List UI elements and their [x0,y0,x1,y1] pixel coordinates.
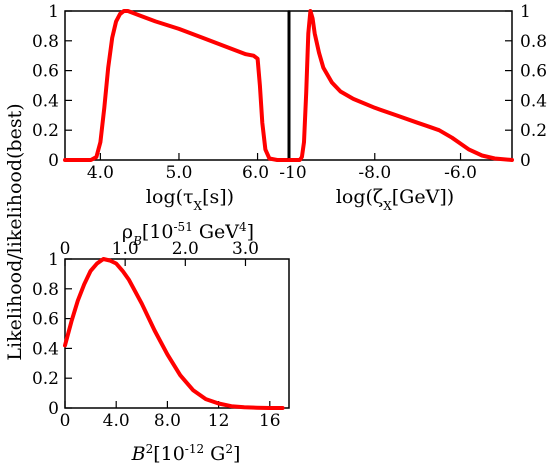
x-tick-label: 5.0 [165,163,192,183]
panel-b2-plot: 00.20.40.60.810 4.0 8.0 12 160 1.0 2.0 3.0 [32,239,290,431]
x-tick-label: -6.0 [444,163,477,183]
y-tick-label: 1 [520,2,531,22]
x-tick-label: 4.0 [103,411,130,431]
y-tick-label: 0.2 [32,121,59,141]
plot-frame [64,258,290,409]
y-tick-label: 0.2 [32,369,59,389]
b2-x-axis-title: B2[10-12 G2] [131,442,241,465]
x-tick-label: 6.0 [242,163,269,183]
y-tick-label: 0.6 [32,310,59,330]
y-tick-label: 0 [520,151,531,171]
x-tick-label: 16 [259,411,281,431]
x-tick-label: 0 [60,411,71,431]
x-tick-label: 12 [208,411,230,431]
panel-tau-plot: 0 0.2 0.4 0.6 0.8 1 4.0 5.0 6.0 [32,2,291,183]
y-tick-label: 0.4 [32,339,59,359]
plot-frame [288,10,513,161]
top-x-tick-label: 2.0 [172,239,199,259]
y-tick-label: 0.8 [520,32,547,52]
y-axis-title: Likelihood/likelihood(best) [4,103,26,360]
likelihood-curve [63,9,291,162]
y-tick-label: 0.6 [520,62,547,82]
y-tick-label: 0.4 [32,91,59,111]
y-tick-label: 0.8 [32,280,59,300]
y-tick-label: 0.8 [32,32,59,52]
top-x-tick-label: 3.0 [232,239,259,259]
y-tick-label: 0.6 [32,62,59,82]
x-tick-label: 8.0 [154,411,181,431]
x-tick-label: -8.0 [358,163,391,183]
y-tick-label: 0.2 [520,121,547,141]
y-tick-label: 0.4 [520,91,547,111]
plot-frame [64,10,290,161]
zeta-x-axis-title: log(ζX[GeV]) [336,186,454,213]
x-tick-label: 4.0 [87,163,114,183]
y-tick-label: 0 [48,399,59,419]
y-tick-label: 1 [48,250,59,270]
tau-x-axis-title: log(τX[s]) [146,186,234,213]
y-tick-label: 1 [48,2,59,22]
y-tick-label: 0 [48,151,59,171]
likelihood-curve [63,257,285,410]
likelihood-curve [287,9,514,162]
top-x-tick-label: 1.0 [112,239,139,259]
x-tick-label: -10 [279,163,306,183]
panel-zeta-plot: 0 0.2 0.4 0.6 0.8 1 -10 -8.0 -6.0 [279,2,547,183]
top-x-tick-label: 0 [60,239,71,259]
rho-top-axis-title: ρB[10-51 GeV4] [122,220,254,248]
